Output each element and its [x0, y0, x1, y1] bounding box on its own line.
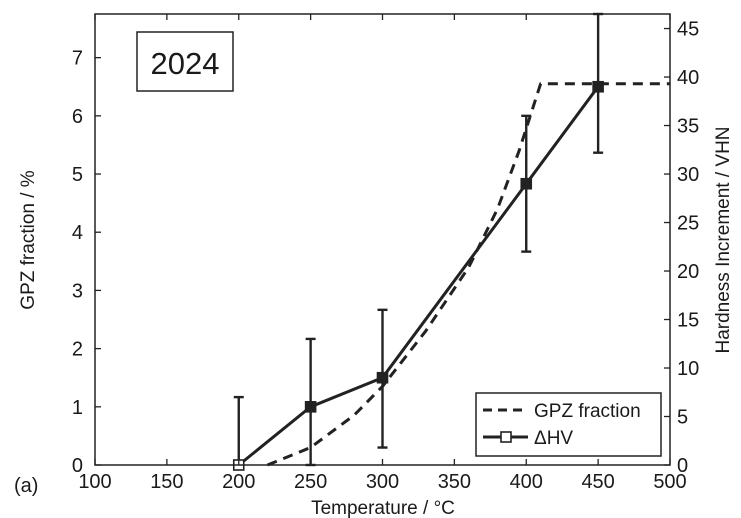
y-right-tick-label: 35 [677, 116, 699, 138]
y-left-tick-label: 0 [72, 455, 83, 477]
y-left-tick-label: 1 [72, 397, 83, 419]
x-tick-label: 250 [294, 471, 327, 493]
y-right-tick-label: 5 [677, 407, 688, 429]
y-left-tick-label: 3 [72, 280, 83, 302]
y-right-tick-label: 0 [677, 455, 688, 477]
legend-box [475, 392, 662, 457]
x-tick-label: 350 [438, 471, 471, 493]
axes: 100 150 200 250 300 350 400 450 5000123456705101… [72, 13, 699, 493]
annotation-label: 2024 [151, 46, 220, 81]
y-left-tick-label: 4 [72, 222, 83, 244]
x-tick-label: 200 [222, 471, 255, 493]
y-right-tick-label: 25 [677, 213, 699, 235]
legend-label-gpz: GPZ fraction [534, 401, 641, 422]
y-right-tick-label: 45 [677, 19, 699, 41]
data-point [520, 177, 533, 190]
y-right-tick-label: 30 [677, 164, 699, 186]
data-point [592, 80, 604, 93]
x-tick-label: 500 [653, 471, 686, 493]
legend-marker-dhv [500, 431, 512, 443]
x-axis-label: Temperature / °C [311, 498, 455, 518]
y-right-tick-label: 40 [677, 67, 699, 89]
plot-area [232, 12, 670, 471]
x-tick-label: 100 [78, 471, 111, 493]
y-axis-right-label: Hardness Increment / VHN [713, 126, 734, 353]
data-point [304, 401, 317, 413]
y-right-tick-label: 10 [677, 358, 699, 380]
x-tick-label: 400 [510, 471, 543, 493]
y-right-tick-label: 20 [677, 261, 699, 283]
annotation-box [136, 31, 234, 92]
panel-label: (a) [14, 475, 38, 497]
x-tick-label: 300 [366, 471, 399, 493]
y-left-tick-label: 5 [72, 164, 83, 186]
data-point [376, 371, 389, 384]
y-left-tick-label: 2 [72, 339, 83, 361]
y-axis-left-label: GPZ fraction / % [18, 170, 39, 309]
y-left-tick-label: 7 [72, 48, 83, 70]
legend: GPZ fraction ΔHV [475, 392, 662, 457]
x-tick-label: 450 [581, 471, 614, 493]
legend-label-dhv: ΔHV [534, 428, 573, 449]
y-left-tick-label: 6 [72, 106, 83, 128]
y-right-tick-label: 15 [677, 310, 699, 332]
x-tick-label: 150 [150, 471, 183, 493]
